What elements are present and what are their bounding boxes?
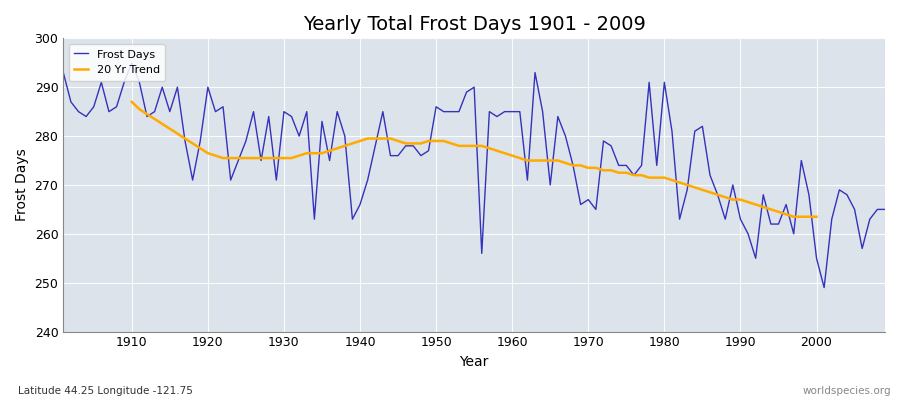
20 Yr Trend (302, 151, 312, 156)
20 Yr Trend (210, 153, 220, 158)
Line: 20 Yr Trend: 20 Yr Trend (131, 102, 816, 217)
Frost Days (339, 134, 350, 138)
Frost Days (126, 60, 137, 65)
Frost Days (293, 134, 304, 138)
Line: Frost Days: Frost Days (63, 63, 885, 288)
Frost Days (119, 80, 130, 85)
Frost Days (606, 144, 616, 148)
20 Yr Trend (811, 214, 822, 219)
Frost Days (819, 285, 830, 290)
Text: Latitude 44.25 Longitude -121.75: Latitude 44.25 Longitude -121.75 (18, 386, 193, 396)
Text: worldspecies.org: worldspecies.org (803, 386, 891, 396)
Frost Days (58, 70, 68, 75)
Frost Days (515, 109, 526, 114)
Frost Days (879, 207, 890, 212)
Legend: Frost Days, 20 Yr Trend: Frost Days, 20 Yr Trend (68, 44, 166, 81)
20 Yr Trend (126, 100, 137, 104)
20 Yr Trend (705, 190, 716, 195)
20 Yr Trend (796, 214, 806, 219)
20 Yr Trend (286, 156, 297, 160)
Title: Yearly Total Frost Days 1901 - 2009: Yearly Total Frost Days 1901 - 2009 (302, 15, 645, 34)
20 Yr Trend (804, 214, 814, 219)
Frost Days (507, 109, 517, 114)
X-axis label: Year: Year (460, 355, 489, 369)
20 Yr Trend (788, 214, 799, 219)
Y-axis label: Frost Days: Frost Days (15, 148, 29, 221)
